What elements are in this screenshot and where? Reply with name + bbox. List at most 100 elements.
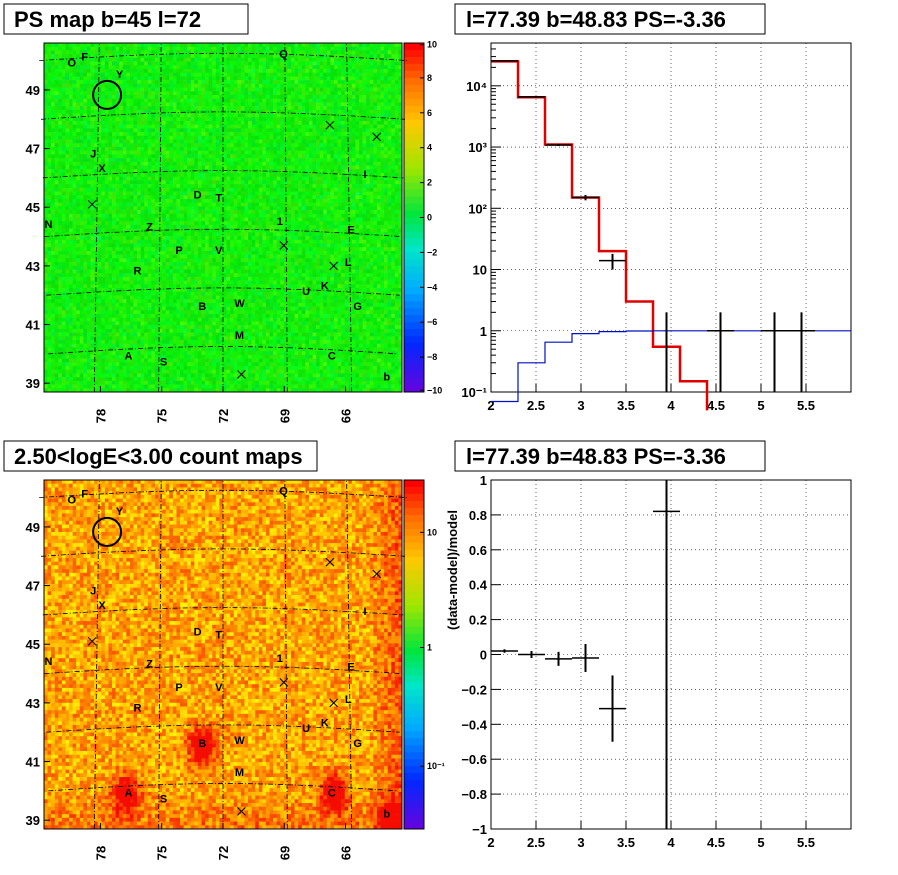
map-pixel	[140, 98, 145, 103]
map-pixel	[165, 143, 170, 148]
map-pixel	[137, 124, 141, 129]
map-pixel	[158, 310, 163, 315]
map-pixel	[47, 295, 52, 300]
map-pixel	[215, 210, 220, 215]
map-pixel	[230, 243, 235, 248]
map-pixel	[233, 57, 238, 62]
map-pixel	[72, 321, 77, 326]
map-pixel	[144, 310, 149, 315]
map-pixel	[208, 224, 213, 229]
map-pixel	[83, 76, 88, 81]
map-pixel	[208, 172, 213, 177]
map-pixel	[147, 299, 152, 304]
map-pixel	[58, 243, 63, 248]
map-pixel	[140, 117, 145, 122]
map-pixel	[147, 76, 152, 81]
map-pixel	[197, 146, 202, 151]
map-pixel	[112, 91, 116, 96]
map-pixel	[61, 366, 66, 371]
map-pixel	[58, 132, 63, 137]
map-pixel	[119, 143, 124, 148]
map-pixel	[158, 258, 163, 263]
map-pixel	[151, 310, 156, 315]
map-pixel	[86, 306, 91, 311]
map-pixel	[165, 76, 170, 81]
map-pixel	[119, 388, 124, 393]
map-pixel	[187, 150, 192, 155]
map-pixel	[126, 321, 131, 326]
map-pixel	[147, 358, 152, 363]
map-pixel	[223, 295, 227, 300]
map-pixel	[101, 373, 106, 378]
map-pixel	[44, 102, 48, 107]
map-pixel	[112, 306, 116, 311]
map-pixel	[122, 328, 127, 333]
map-pixel	[169, 310, 174, 315]
map-pixel	[212, 83, 217, 88]
map-pixel	[69, 210, 73, 215]
ps-map-heatmap[interactable]	[43, 42, 403, 393]
map-pixel	[172, 87, 177, 92]
map-pixel	[176, 61, 181, 66]
map-pixel	[47, 68, 52, 73]
map-pixel	[94, 213, 98, 218]
map-pixel	[104, 187, 109, 192]
map-pixel	[215, 128, 220, 133]
map-pixel	[219, 158, 224, 163]
map-pixel	[61, 146, 66, 151]
map-pixel	[108, 206, 113, 211]
map-pixel	[147, 254, 152, 259]
map-pixel	[76, 172, 81, 177]
map-pixel	[108, 210, 113, 215]
map-pixel	[197, 262, 202, 267]
map-pixel	[212, 150, 217, 155]
map-pixel	[58, 43, 63, 48]
map-pixel	[194, 224, 199, 229]
map-pixel	[223, 332, 227, 337]
map-pixel	[97, 72, 102, 77]
map-pixel	[194, 306, 199, 311]
map-pixel	[65, 65, 70, 70]
map-pixel	[144, 295, 149, 300]
map-pixel	[104, 68, 109, 73]
map-pixel	[230, 139, 235, 144]
map-pixel	[119, 288, 124, 293]
map-pixel	[122, 124, 127, 129]
map-pixel	[54, 232, 59, 237]
map-pixel	[140, 276, 145, 281]
map-pixel	[197, 221, 202, 226]
map-pixel	[47, 328, 52, 333]
map-pixel	[151, 54, 156, 59]
map-pixel	[79, 57, 84, 62]
map-pixel	[108, 362, 113, 367]
map-pixel	[172, 113, 177, 118]
map-pixel	[154, 76, 159, 81]
map-pixel	[147, 343, 152, 348]
map-pixel	[54, 117, 59, 122]
map-pixel	[162, 362, 167, 367]
map-pixel	[86, 273, 91, 278]
map-pixel	[47, 317, 52, 322]
map-pixel	[47, 247, 52, 252]
map-pixel	[208, 280, 213, 285]
map-pixel	[90, 57, 95, 62]
map-pixel	[72, 139, 77, 144]
map-pixel	[44, 336, 48, 341]
map-pixel	[129, 250, 134, 255]
map-pixel	[119, 172, 124, 177]
map-pixel	[47, 306, 52, 311]
map-pixel	[197, 250, 202, 255]
map-pixel	[90, 254, 95, 259]
map-pixel	[137, 321, 141, 326]
map-pixel	[205, 262, 209, 267]
map-pixel	[212, 321, 217, 326]
map-pixel	[54, 321, 59, 326]
map-pixel	[51, 83, 56, 88]
map-pixel	[90, 87, 95, 92]
map-pixel	[44, 351, 48, 356]
map-pixel	[122, 169, 127, 174]
map-pixel	[129, 206, 134, 211]
map-pixel	[205, 210, 209, 215]
map-pixel	[187, 373, 192, 378]
map-pixel	[194, 87, 199, 92]
